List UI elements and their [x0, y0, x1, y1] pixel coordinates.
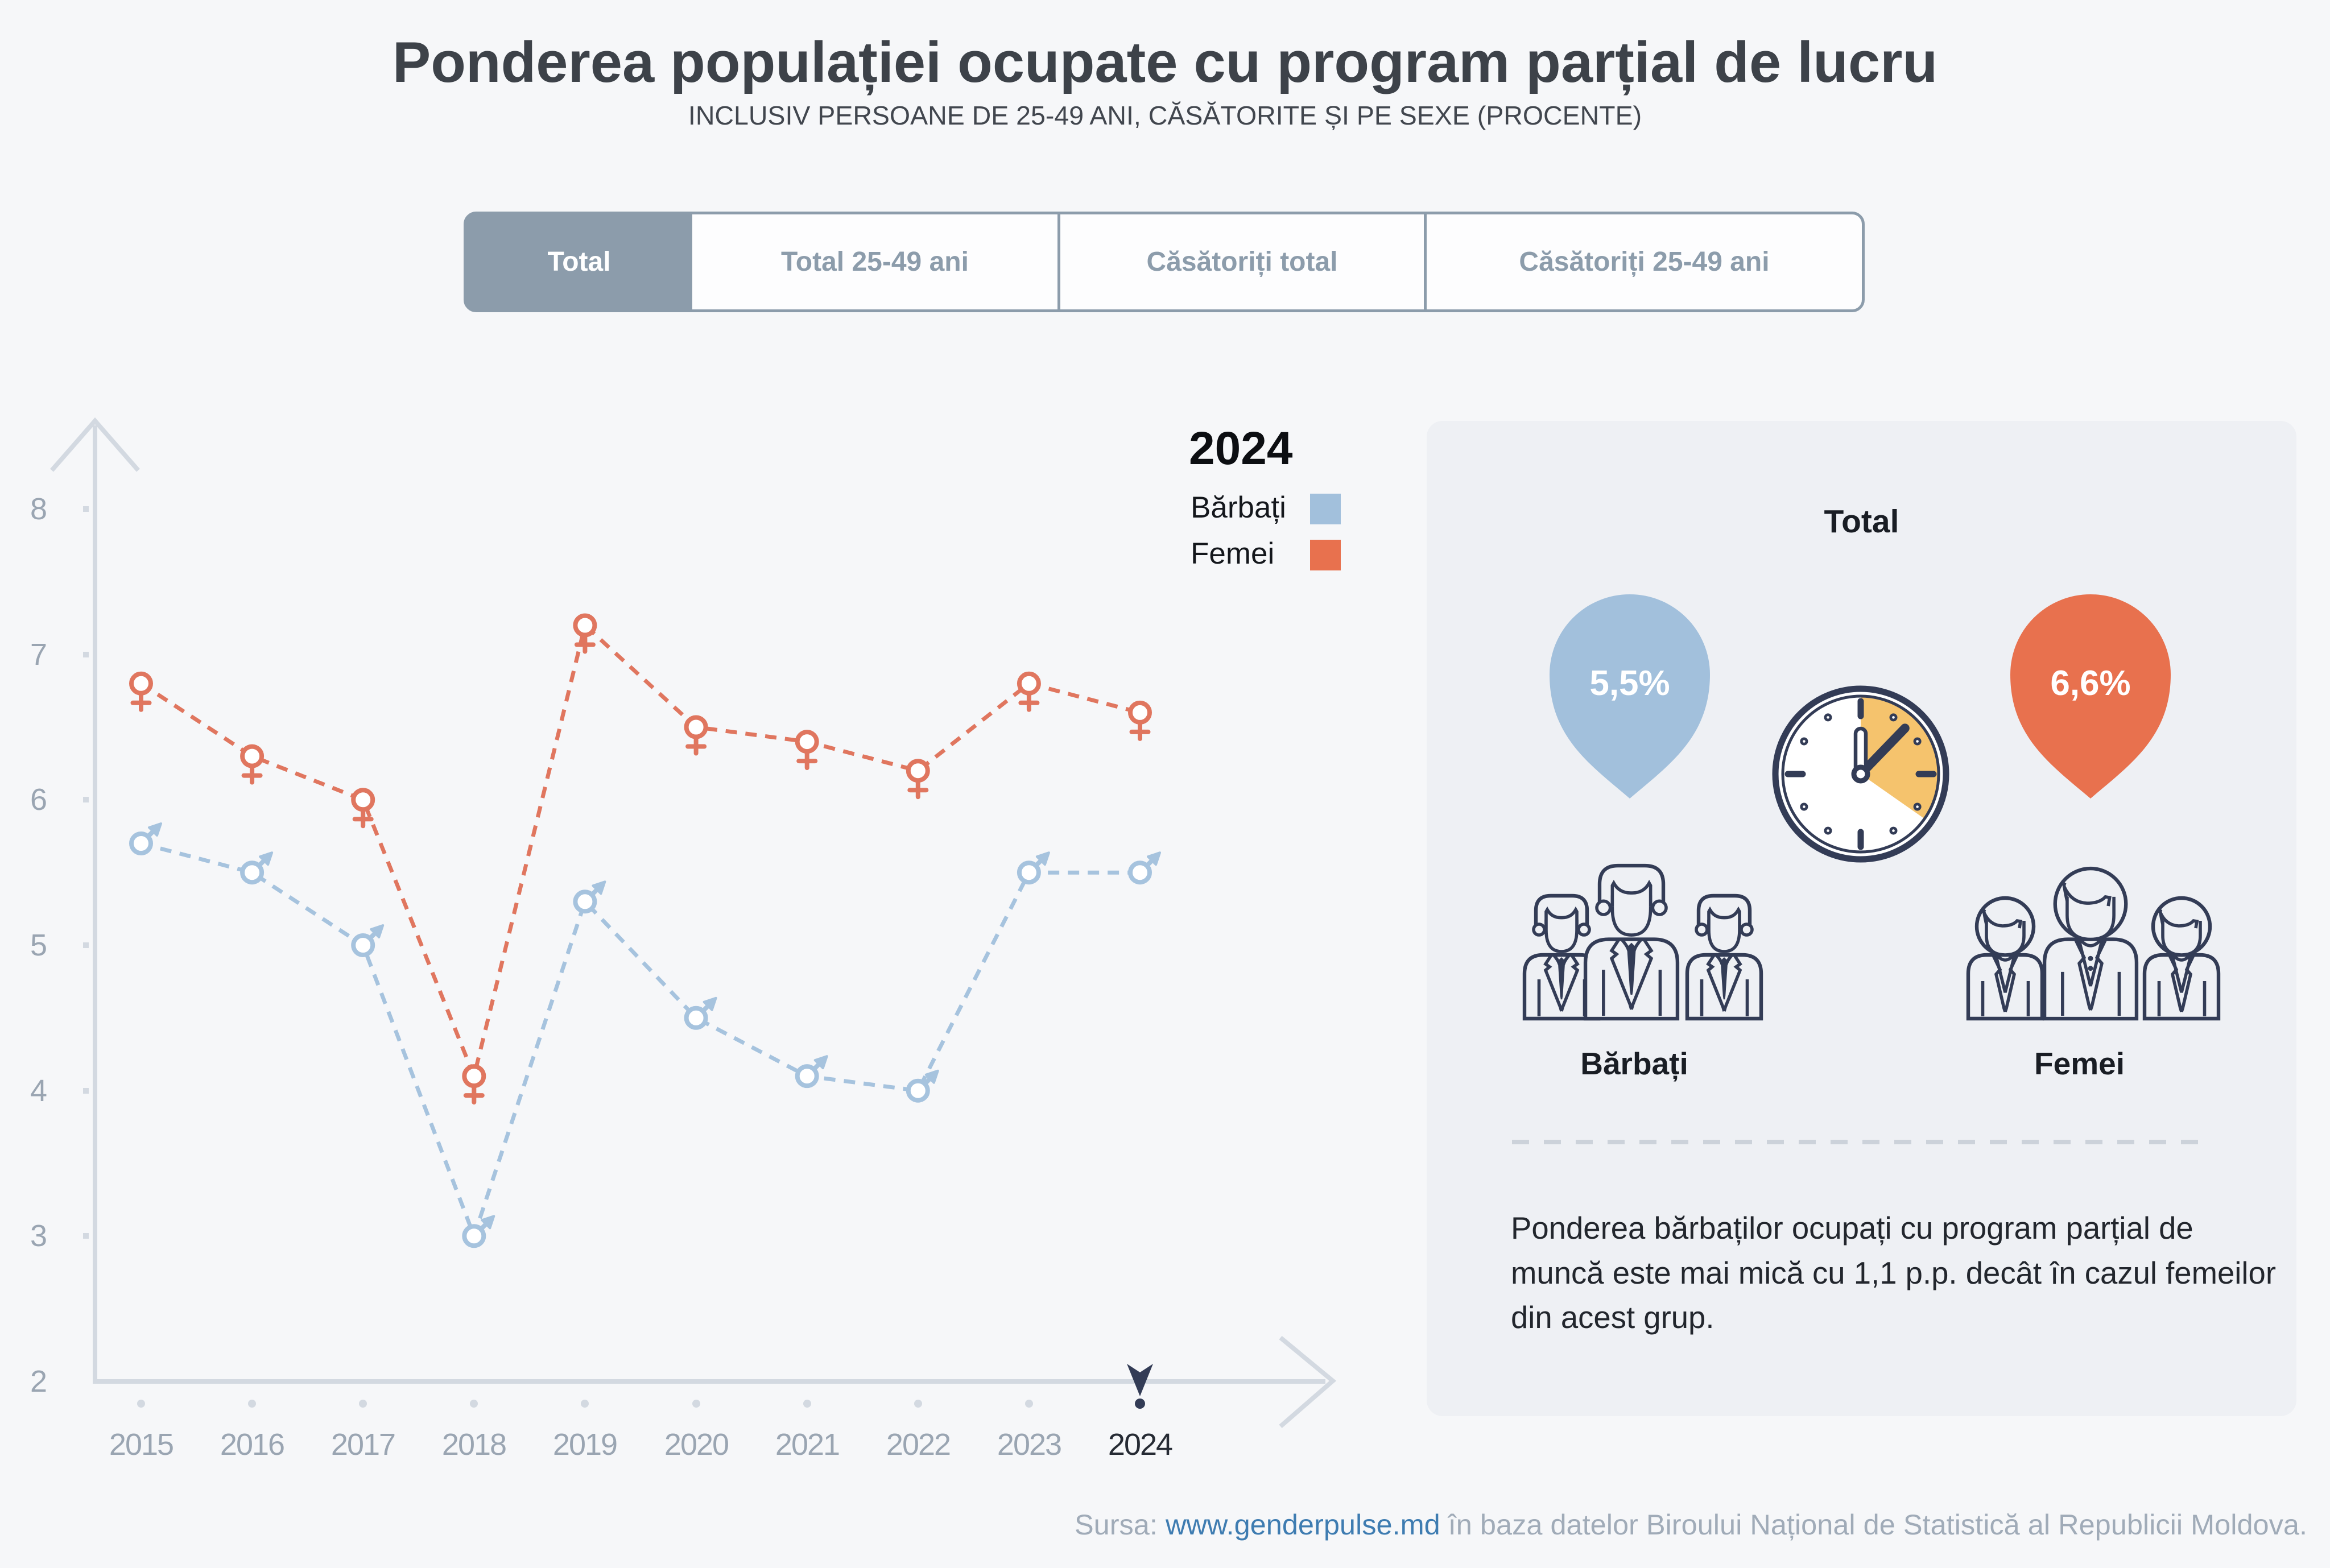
svg-text:8: 8	[30, 492, 47, 526]
svg-text:4: 4	[30, 1074, 47, 1108]
svg-text:6: 6	[30, 783, 47, 817]
svg-text:7: 7	[30, 638, 47, 672]
svg-text:2019: 2019	[553, 1428, 617, 1462]
svg-text:5,5%: 5,5%	[1589, 664, 1670, 703]
svg-text:2024: 2024	[1108, 1428, 1172, 1462]
svg-text:5: 5	[30, 928, 47, 962]
svg-text:2018: 2018	[442, 1428, 506, 1462]
svg-text:2016: 2016	[220, 1428, 284, 1462]
svg-text:2022: 2022	[886, 1428, 950, 1462]
svg-text:6,6%: 6,6%	[2050, 664, 2130, 703]
svg-text:2020: 2020	[664, 1428, 728, 1462]
svg-text:2015: 2015	[109, 1428, 173, 1462]
svg-text:2: 2	[30, 1364, 47, 1399]
svg-text:2017: 2017	[331, 1428, 395, 1462]
svg-text:2021: 2021	[775, 1428, 839, 1462]
svg-text:2023: 2023	[997, 1428, 1061, 1462]
svg-text:3: 3	[30, 1219, 47, 1253]
